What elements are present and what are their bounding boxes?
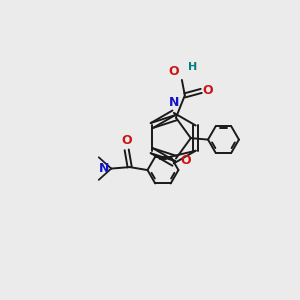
Text: O: O bbox=[203, 84, 213, 98]
Text: O: O bbox=[122, 134, 132, 147]
Text: N: N bbox=[169, 96, 179, 109]
Text: O: O bbox=[169, 64, 179, 77]
Text: H: H bbox=[188, 62, 197, 73]
Text: N: N bbox=[98, 162, 109, 175]
Text: O: O bbox=[180, 154, 191, 166]
